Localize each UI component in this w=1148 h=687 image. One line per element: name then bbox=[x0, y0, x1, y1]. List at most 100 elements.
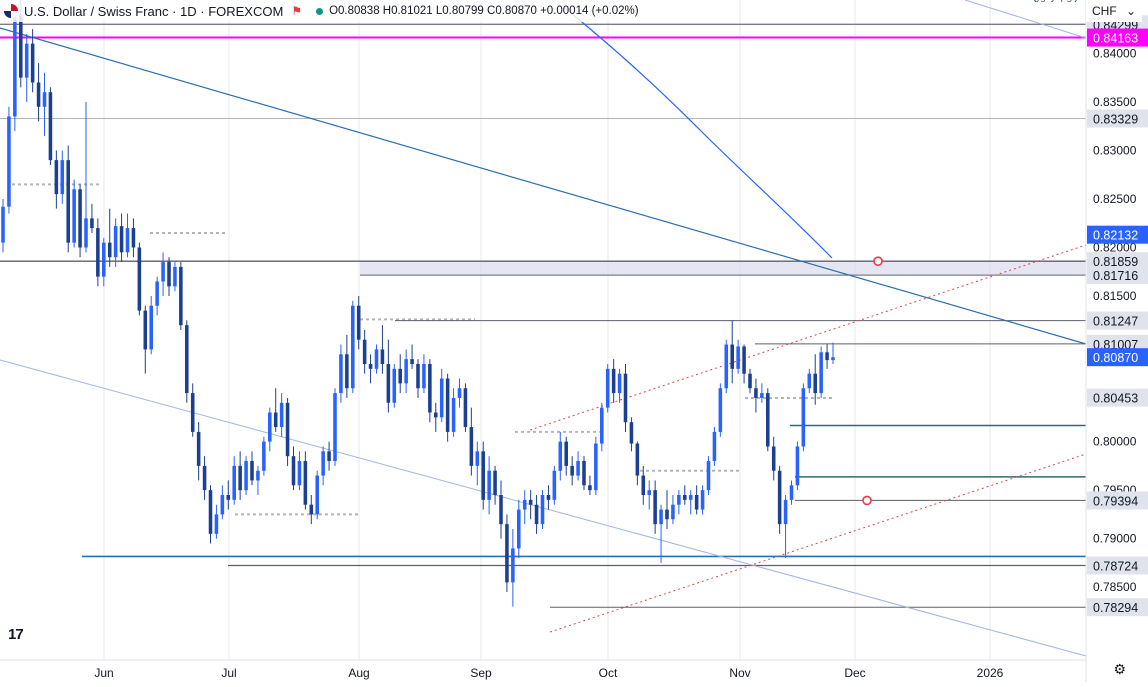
market-status-icon bbox=[316, 7, 324, 15]
candle-body bbox=[1, 206, 5, 243]
price-label-box: 0.78294 bbox=[1087, 598, 1148, 617]
price-label-text: 0.79394 bbox=[1093, 494, 1138, 508]
candle-body bbox=[807, 373, 812, 389]
candle-body bbox=[771, 446, 776, 471]
candle-body bbox=[315, 475, 319, 515]
candle-body bbox=[582, 461, 586, 486]
candle-body bbox=[226, 495, 231, 500]
candle-body bbox=[528, 499, 533, 505]
candle-body bbox=[297, 461, 302, 486]
tradingview-logo[interactable]: 17 bbox=[8, 626, 24, 643]
candle-body bbox=[659, 509, 663, 525]
candle-body bbox=[404, 359, 408, 384]
candle-body bbox=[540, 495, 545, 525]
price-label-background bbox=[1087, 266, 1148, 285]
price-label-text: 0.83329 bbox=[1093, 113, 1138, 127]
candle-body bbox=[410, 359, 414, 364]
candle-body bbox=[303, 461, 308, 505]
candle-body bbox=[588, 485, 592, 491]
candle-body bbox=[635, 443, 640, 476]
price-label-box: 0.84163 bbox=[1087, 28, 1148, 47]
price-label-text: 0.78724 bbox=[1093, 559, 1138, 573]
price-label-background bbox=[1087, 598, 1148, 617]
price-label-text: 0.78294 bbox=[1093, 601, 1138, 615]
time-tick-label: Dec bbox=[844, 666, 865, 680]
chart-header: U.S. Dollar / Swiss Franc · 1D · FOREXCO… bbox=[0, 0, 651, 22]
level-label: 161.80% (0.78817) bbox=[989, 0, 1078, 3]
price-label-box: 0.78724 bbox=[1087, 556, 1148, 575]
symbol-title[interactable]: U.S. Dollar / Swiss Franc · 1D · FOREXCO… bbox=[24, 3, 284, 19]
level-label: Nov LDC bbox=[1035, 0, 1078, 3]
candle-body bbox=[683, 495, 687, 500]
candle-body bbox=[179, 266, 183, 326]
price-label-background bbox=[1087, 28, 1148, 47]
gridlines bbox=[103, 0, 991, 660]
candle-body bbox=[499, 495, 503, 525]
candle-body bbox=[155, 281, 159, 306]
candle-body bbox=[783, 499, 788, 525]
candle-body bbox=[558, 441, 563, 471]
candle-body bbox=[7, 116, 11, 207]
currency-flag-icon bbox=[4, 4, 18, 18]
candle-body bbox=[268, 412, 272, 442]
candle-body bbox=[208, 490, 213, 534]
ohlc-readout: O0.80838 H0.81021 L0.80799 C0.80870 +0.0… bbox=[329, 5, 639, 17]
trendlines bbox=[0, 0, 1087, 657]
candle-body bbox=[84, 218, 88, 248]
candle-body bbox=[190, 393, 195, 432]
candle-body bbox=[605, 368, 610, 408]
candle-body bbox=[777, 470, 782, 525]
candle-body bbox=[173, 266, 177, 287]
candle-body bbox=[345, 354, 349, 389]
time-tick-label: Sep bbox=[470, 666, 492, 680]
candle-body bbox=[232, 465, 236, 500]
confluence-marker bbox=[862, 495, 872, 506]
candle-body bbox=[422, 363, 426, 389]
candle-body bbox=[748, 373, 752, 389]
candle-body bbox=[712, 431, 717, 462]
candle-body bbox=[724, 344, 729, 389]
confluence-marker bbox=[873, 256, 883, 266]
level-label: August High bbox=[1021, 0, 1078, 3]
price-label-box: 0.81716 bbox=[1087, 266, 1148, 285]
candle-body bbox=[813, 373, 817, 394]
candle-body bbox=[552, 470, 557, 500]
candle-body bbox=[718, 388, 723, 432]
candle-body bbox=[291, 456, 296, 486]
candle-body bbox=[13, 14, 17, 117]
gear-icon[interactable]: ⚙ bbox=[1113, 661, 1126, 677]
candle-body bbox=[481, 451, 485, 500]
candle-body bbox=[362, 339, 367, 364]
candle-body bbox=[570, 465, 574, 476]
price-label-background bbox=[1087, 225, 1148, 244]
candle-body bbox=[505, 524, 509, 583]
time-tick-label: Nov bbox=[729, 666, 750, 680]
currency-label: CHF bbox=[1092, 4, 1117, 18]
price-label-box: 0.83329 bbox=[1087, 109, 1148, 128]
candle-body bbox=[137, 247, 142, 311]
candle-body bbox=[623, 373, 628, 423]
candle-body bbox=[374, 349, 379, 369]
candle-body bbox=[434, 412, 438, 418]
upper-parallel-line bbox=[964, 0, 1087, 39]
level-label: Nov HDC bbox=[1034, 0, 1079, 3]
currency-selector[interactable]: CHF ⌄ bbox=[1086, 0, 1142, 22]
price-tick-label: 0.83000 bbox=[1093, 143, 1137, 157]
candle-body bbox=[119, 226, 124, 253]
price-label-text: 0.81247 bbox=[1093, 315, 1138, 329]
candle-body bbox=[273, 412, 278, 428]
candle-body bbox=[398, 368, 402, 384]
candle-body bbox=[220, 495, 225, 515]
flag-icon[interactable]: ⚑ bbox=[291, 4, 303, 18]
price-label-text: 0.80870 bbox=[1093, 351, 1138, 365]
level-label: 38.20% (0.80166) bbox=[995, 0, 1078, 3]
price-label-box: 0.82132 bbox=[1087, 225, 1148, 244]
candle-body bbox=[48, 92, 53, 161]
candle-body bbox=[428, 363, 432, 413]
candle-body bbox=[671, 504, 675, 520]
level-label: May Low bbox=[1036, 0, 1078, 3]
candle-body bbox=[60, 160, 65, 195]
level-label: 2023 Low bbox=[1032, 0, 1078, 3]
chevron-down-icon: ⌄ bbox=[1125, 4, 1136, 18]
